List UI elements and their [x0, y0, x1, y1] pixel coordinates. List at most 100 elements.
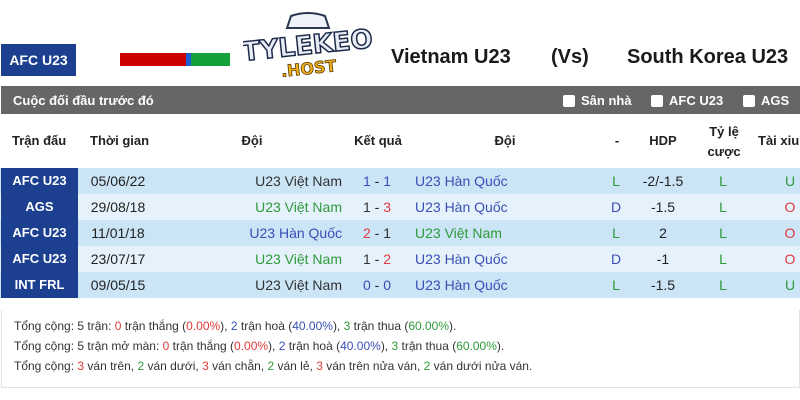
filter-afc-u23-checkbox[interactable]: AFC U23 [651, 93, 723, 108]
col-odds: Tỷ lệ cược [707, 124, 741, 159]
summary-segment: 2 [278, 339, 286, 353]
date-cell: 29/08/18 [90, 199, 146, 215]
league-cell[interactable]: AFC U23 [1, 220, 78, 246]
table-row[interactable]: AFC U23 23/07/17 U23 Việt Nam 1 - 2 U23 Hàn … [0, 246, 800, 272]
score-cell[interactable]: 1 - 2 [362, 251, 392, 267]
section-title: Cuộc đối đầu trước đó [13, 93, 154, 108]
summary-segment: ). [496, 339, 505, 353]
col-match: Trận đấu [12, 133, 67, 148]
hdp-cell: -1.5 [650, 277, 676, 293]
over-under-cell: O [784, 225, 796, 241]
filter-home-checkbox[interactable]: Sân nhà [563, 93, 632, 108]
checkbox-icon[interactable] [651, 94, 663, 107]
summary-segment: 60.00% [456, 339, 497, 353]
col-hdp: HDP [649, 133, 677, 148]
hdp-cell: -2/-1.5 [642, 173, 684, 189]
summary-line: Tổng cộng: 3 ván trên, 2 ván dưới, 3 ván… [14, 356, 787, 376]
summary-segment: trận hoà ( [237, 319, 293, 333]
home-team-title: Vietnam U23 [391, 46, 511, 68]
col-dash: - [614, 133, 620, 148]
summary-segment: ). [449, 319, 457, 333]
score-cell[interactable]: 1 - 3 [362, 199, 392, 215]
summary-segment: 3 [316, 359, 323, 373]
summary-segment: 0 [114, 319, 122, 333]
summary-segment: ván trên, [84, 359, 138, 373]
result-cell: D [610, 199, 622, 215]
score-cell[interactable]: 1 - 1 [362, 173, 392, 189]
summary-segment: 0.00% [186, 319, 221, 333]
summary-segment: ), [220, 319, 231, 333]
score-home: 0 [362, 277, 371, 293]
filter-label: AFC U23 [669, 93, 724, 108]
over-under-cell: U [784, 173, 796, 189]
table-row[interactable]: AFC U23 05/06/22 U23 Việt Nam 1 - 1 U23 Hàn … [0, 168, 800, 194]
hdp-cell: -1 [656, 251, 670, 267]
odds-cell: L [719, 251, 727, 267]
summary-segment: Tổng cộng: 5 trận mở màn: [14, 339, 163, 353]
summary-segment: ván trên nửa ván, [322, 359, 424, 373]
section-header: Cuộc đối đầu trước đó Sân nhà AFC U23 AG… [1, 86, 800, 114]
home-team-cell[interactable]: U23 Việt Nam [255, 199, 342, 215]
site-logo: TYLEKEO .HOST [243, 12, 373, 81]
summary-segment: 0 [162, 339, 170, 353]
checkbox-icon[interactable] [563, 94, 575, 107]
league-cell[interactable]: INT FRL [1, 272, 78, 298]
score-away: 0 [383, 277, 392, 293]
summary-segment: ), [332, 319, 344, 333]
filter-ags-checkbox[interactable]: AGS [743, 93, 789, 108]
col-away-team: Đội [494, 133, 516, 148]
checkbox-icon[interactable] [743, 94, 755, 107]
away-team-cell[interactable]: U23 Hàn Quốc [415, 173, 508, 189]
summary-segment: Tổng cộng: [14, 359, 78, 373]
hdp-cell: 2 [659, 225, 667, 241]
date-cell: 11/01/18 [91, 225, 145, 241]
away-team-cell[interactable]: U23 Hàn Quốc [415, 199, 508, 215]
home-team-cell[interactable]: U23 Việt Nam [255, 277, 342, 293]
summary-line: Tổng cộng: 5 trận: 0 trận thắng (0.00%),… [14, 316, 787, 336]
away-team-cell[interactable]: U23 Việt Nam [415, 225, 502, 241]
score-away: 2 [383, 251, 392, 267]
away-team-cell[interactable]: U23 Hàn Quốc [415, 277, 508, 293]
summary-box: Tổng cộng: 5 trận: 0 trận thắng (0.00%),… [1, 310, 800, 388]
home-team-cell[interactable]: U23 Việt Nam [255, 173, 342, 189]
away-team-title: South Korea U23 [627, 46, 789, 68]
summary-segment: trận thua ( [350, 319, 409, 333]
summary-segment: trận hoà ( [285, 339, 341, 353]
summary-segment: 40.00% [340, 339, 381, 353]
color-bar-blue [186, 53, 191, 66]
summary-segment: 2 [230, 319, 238, 333]
score-cell[interactable]: 2 - 1 [362, 225, 392, 241]
date-cell: 23/07/17 [90, 251, 146, 267]
table-header: Trận đấu Thời gian Đội Kết quả Đội - HDP… [0, 118, 800, 168]
summary-segment: 60.00% [408, 319, 450, 333]
league-badge[interactable]: AFC U23 [1, 44, 76, 76]
home-team-cell[interactable]: U23 Hàn Quốc [249, 225, 342, 241]
vs-label: (Vs) [551, 46, 589, 68]
result-cell: L [612, 225, 620, 241]
away-team-cell[interactable]: U23 Hàn Quốc [415, 251, 508, 267]
score-home: 1 [362, 199, 371, 215]
hdp-cell: -1.5 [650, 199, 676, 215]
league-cell[interactable]: AFC U23 [1, 246, 78, 272]
table-row[interactable]: AFC U23 11/01/18 U23 Hàn Quốc 2 - 1 U23 Việt… [0, 220, 800, 246]
summary-segment: Tổng cộng: 5 trận: [14, 319, 115, 333]
score-home: 2 [362, 225, 371, 241]
team-color-bar [120, 53, 230, 66]
date-cell: 05/06/22 [90, 173, 146, 189]
color-bar-red [120, 53, 186, 66]
table-row[interactable]: AGS 29/08/18 U23 Việt Nam 1 - 3 U23 Hàn Quốc… [0, 194, 800, 220]
home-team-cell[interactable]: U23 Việt Nam [255, 251, 342, 267]
odds-cell: L [719, 199, 727, 215]
summary-segment: ván dưới, [144, 359, 203, 373]
summary-line: Tổng cộng: 5 trận mở màn: 0 trận thắng (… [14, 336, 787, 356]
score-cell[interactable]: 0 - 0 [362, 277, 392, 293]
summary-segment: 2 [137, 359, 145, 373]
filter-label: AGS [761, 93, 790, 108]
summary-segment: trận thắng ( [169, 339, 235, 353]
summary-segment: 3 [202, 359, 209, 373]
league-cell[interactable]: AFC U23 [1, 168, 78, 194]
table-row[interactable]: INT FRL 09/05/15 U23 Việt Nam 0 - 0 U23 Hàn … [0, 272, 800, 298]
summary-segment: trận thắng ( [121, 319, 187, 333]
summary-segment: 40.00% [292, 319, 333, 333]
league-cell[interactable]: AGS [1, 194, 78, 220]
